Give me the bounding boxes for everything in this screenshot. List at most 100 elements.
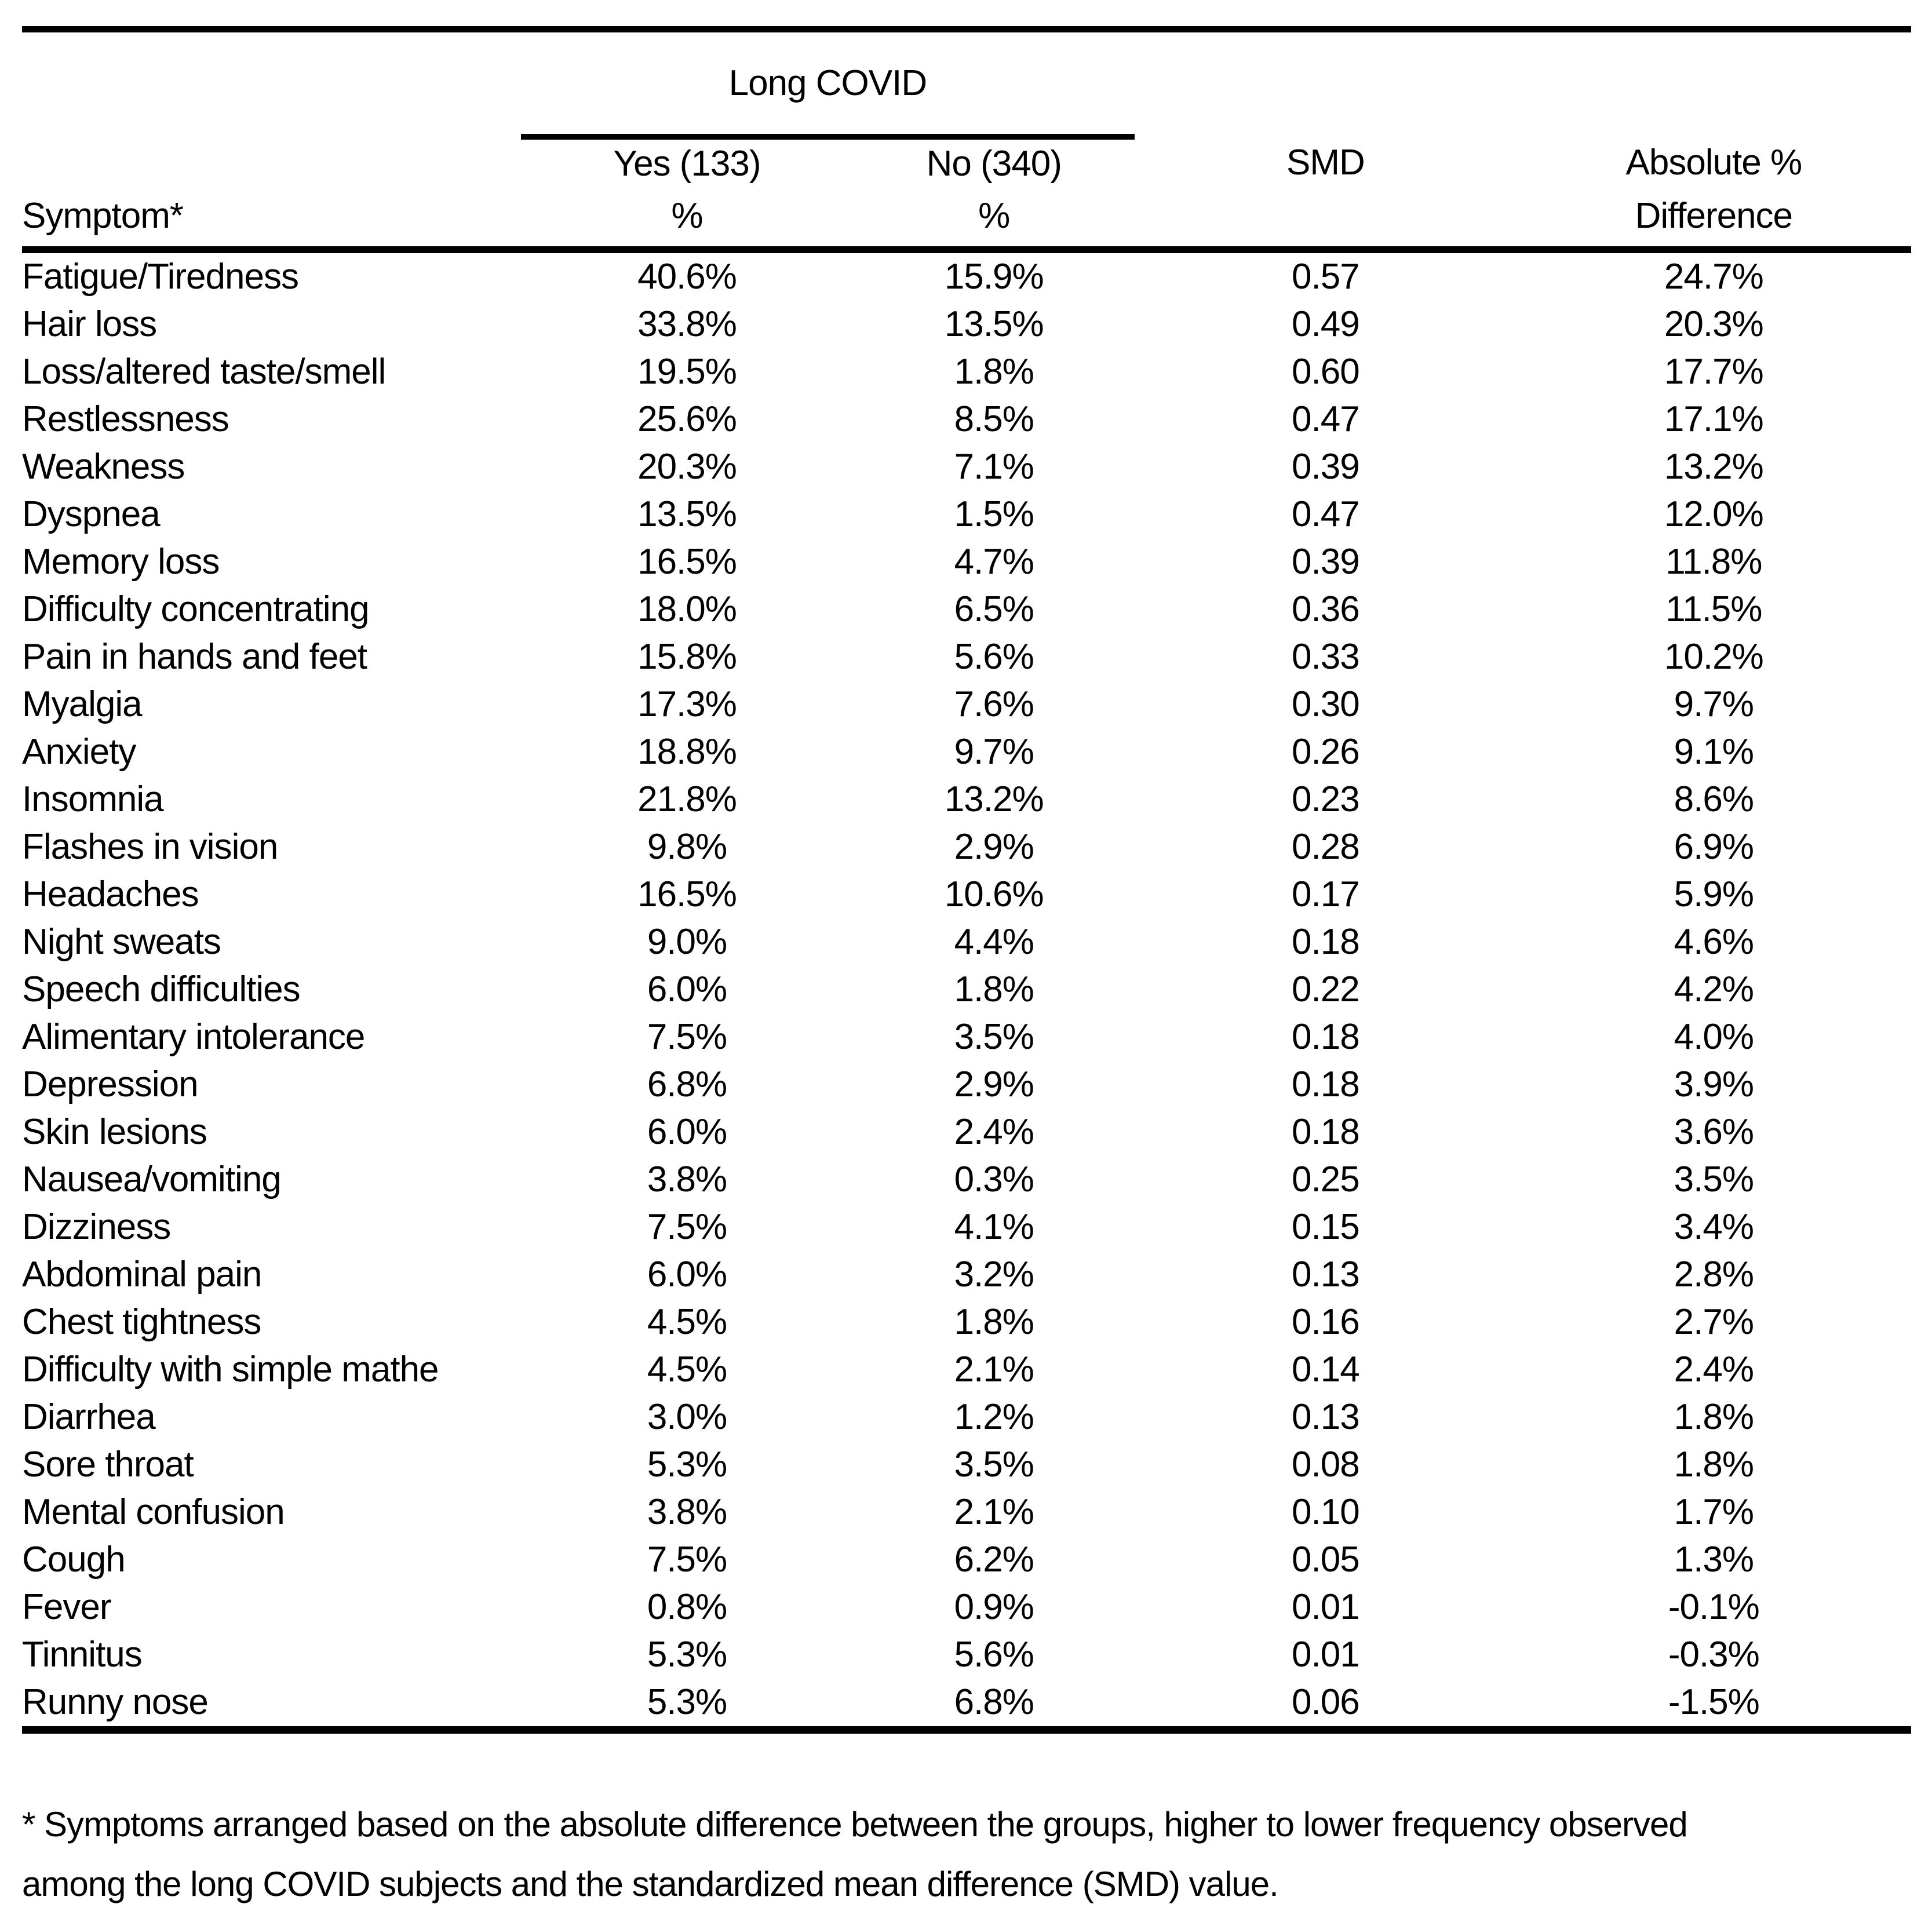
yes-percent-cell: 16.5% [637, 542, 737, 582]
smd-cell: 0.26 [1292, 732, 1360, 772]
symptom-cell: Nausea/vomiting [22, 1159, 282, 1200]
abs-diff-cell: 12.0% [1664, 494, 1764, 535]
yes-percent-cell: 0.8% [647, 1587, 727, 1628]
symptom-cell: Pain in hands and feet [22, 637, 367, 677]
symptom-cell: Insomnia [22, 779, 164, 820]
symptom-comparison-table: Long COVID Yes (133) No (340) SMD Absolu… [22, 26, 1911, 1734]
yes-percent-cell: 3.8% [647, 1159, 727, 1200]
abs-diff-cell: 11.8% [1665, 542, 1762, 582]
yes-percent-cell: 3.8% [647, 1492, 727, 1533]
table-row: Weakness 20.3% 7.1% 0.39 13.2% [22, 443, 1911, 491]
table-row: Skin lesions 6.0% 2.4% 0.18 3.6% [22, 1108, 1911, 1156]
table-row: Alimentary intolerance 7.5% 3.5% 0.18 4.… [22, 1013, 1911, 1061]
abs-diff-cell: -0.3% [1668, 1635, 1760, 1675]
yes-percent-cell: 17.3% [637, 684, 737, 725]
no-percent-cell: 6.8% [954, 1682, 1034, 1723]
absolute-diff-column-header-line2: Difference [1516, 188, 1911, 253]
yes-percent-cell: 21.8% [637, 779, 737, 820]
yes-percent-cell: 6.0% [647, 969, 727, 1010]
abs-diff-cell: 9.1% [1674, 732, 1754, 772]
table-row: Dyspnea 13.5% 1.5% 0.47 12.0% [22, 491, 1911, 538]
table-row: Fatigue/Tiredness 40.6% 15.9% 0.57 24.7% [22, 250, 1911, 301]
symptom-cell: Loss/altered taste/smell [22, 352, 386, 392]
smd-cell: 0.16 [1292, 1302, 1360, 1343]
no-percent-cell: 7.6% [954, 684, 1034, 725]
no-column-header: No (340) [926, 144, 1062, 184]
sub-header-row: Symptom* % % Difference [22, 188, 1911, 253]
table-row: Diarrhea 3.0% 1.2% 0.13 1.8% [22, 1394, 1911, 1441]
no-percent-subheader: % [853, 188, 1135, 253]
symptom-column-header: Symptom* [22, 188, 521, 253]
symptom-cell: Diarrhea [22, 1397, 156, 1438]
yes-percent-cell: 6.0% [647, 1112, 727, 1153]
yes-percent-subheader: % [520, 188, 854, 253]
smd-cell: 0.47 [1292, 494, 1360, 535]
symptom-cell: Anxiety [22, 732, 136, 772]
abs-diff-cell: 2.7% [1674, 1302, 1754, 1343]
table-row: Anxiety 18.8% 9.7% 0.26 9.1% [22, 728, 1911, 776]
symptom-cell: Myalgia [22, 684, 143, 725]
empty-header-cell [1135, 30, 1517, 137]
table-row: Cough 7.5% 6.2% 0.05 1.3% [22, 1536, 1911, 1584]
table-row: Nausea/vomiting 3.8% 0.3% 0.25 3.5% [22, 1156, 1911, 1203]
smd-cell: 0.57 [1292, 257, 1360, 297]
table-row: Fever 0.8% 0.9% 0.01 -0.1% [22, 1584, 1911, 1631]
yes-percent-cell: 7.5% [647, 1017, 727, 1057]
abs-diff-cell: 24.7% [1664, 257, 1764, 297]
symptom-cell: Mental confusion [22, 1492, 285, 1533]
smd-cell: 0.13 [1292, 1254, 1360, 1295]
abs-diff-cell: 20.3% [1664, 304, 1764, 345]
long-covid-spanner-header: Long COVID [520, 29, 1135, 140]
yes-column-header: Yes (133) [613, 144, 761, 184]
yes-percent-cell: 40.6% [637, 257, 737, 297]
table-row: Pain in hands and feet 15.8% 5.6% 0.33 1… [22, 633, 1911, 681]
no-percent-cell: 1.8% [954, 1302, 1034, 1343]
smd-cell: 0.39 [1292, 542, 1360, 582]
abs-diff-cell: 3.5% [1674, 1159, 1754, 1200]
smd-cell: 0.17 [1292, 874, 1360, 915]
symptom-cell: Restlessness [22, 399, 229, 440]
empty-header-cell [22, 30, 521, 137]
no-percent-cell: 15.9% [944, 257, 1044, 297]
table-row: Flashes in vision 9.8% 2.9% 0.28 6.9% [22, 823, 1911, 871]
no-percent-cell: 0.9% [954, 1587, 1034, 1628]
table-row: Speech difficulties 6.0% 1.8% 0.22 4.2% [22, 966, 1911, 1013]
table-row: Hair loss 33.8% 13.5% 0.49 20.3% [22, 301, 1911, 348]
smd-cell: 0.14 [1292, 1350, 1360, 1390]
symptom-cell: Night sweats [22, 922, 221, 962]
table-row: Restlessness 25.6% 8.5% 0.47 17.1% [22, 396, 1911, 443]
yes-percent-cell: 18.0% [637, 589, 737, 630]
symptom-cell: Tinnitus [22, 1635, 143, 1675]
symptom-cell: Dizziness [22, 1207, 171, 1248]
smd-cell: 0.25 [1292, 1159, 1360, 1200]
table-row: Dizziness 7.5% 4.1% 0.15 3.4% [22, 1203, 1911, 1251]
table-row: Tinnitus 5.3% 5.6% 0.01 -0.3% [22, 1631, 1911, 1679]
smd-cell: 0.49 [1292, 304, 1360, 345]
symptom-cell: Difficulty concentrating [22, 589, 370, 630]
symptom-cell: Headaches [22, 874, 199, 915]
yes-percent-cell: 20.3% [637, 447, 737, 487]
no-percent-cell: 9.7% [954, 732, 1034, 772]
table-row: Myalgia 17.3% 7.6% 0.30 9.7% [22, 681, 1911, 728]
smd-cell: 0.13 [1292, 1397, 1360, 1438]
empty-header-cell [1135, 188, 1517, 253]
abs-diff-cell: 1.8% [1674, 1445, 1754, 1485]
abs-diff-cell: 8.6% [1674, 779, 1754, 820]
smd-cell: 0.18 [1292, 1112, 1360, 1153]
yes-percent-cell: 5.3% [647, 1635, 727, 1675]
smd-cell: 0.05 [1292, 1540, 1360, 1580]
table-header: Long COVID Yes (133) No (340) SMD Absolu… [22, 29, 1911, 253]
symptom-cell: Speech difficulties [22, 969, 301, 1010]
symptom-cell: Alimentary intolerance [22, 1017, 365, 1057]
empty-header-cell [22, 137, 521, 188]
no-percent-cell: 1.8% [954, 969, 1034, 1010]
no-percent-cell: 10.6% [944, 874, 1044, 915]
abs-diff-cell: 9.7% [1674, 684, 1754, 725]
abs-diff-cell: 17.7% [1664, 352, 1764, 392]
symptom-cell: Fatigue/Tiredness [22, 257, 299, 297]
no-percent-cell: 2.9% [954, 827, 1034, 867]
abs-diff-cell: -0.1% [1668, 1587, 1760, 1628]
symptom-cell: Runny nose [22, 1682, 209, 1723]
abs-diff-cell: 3.9% [1674, 1064, 1754, 1105]
